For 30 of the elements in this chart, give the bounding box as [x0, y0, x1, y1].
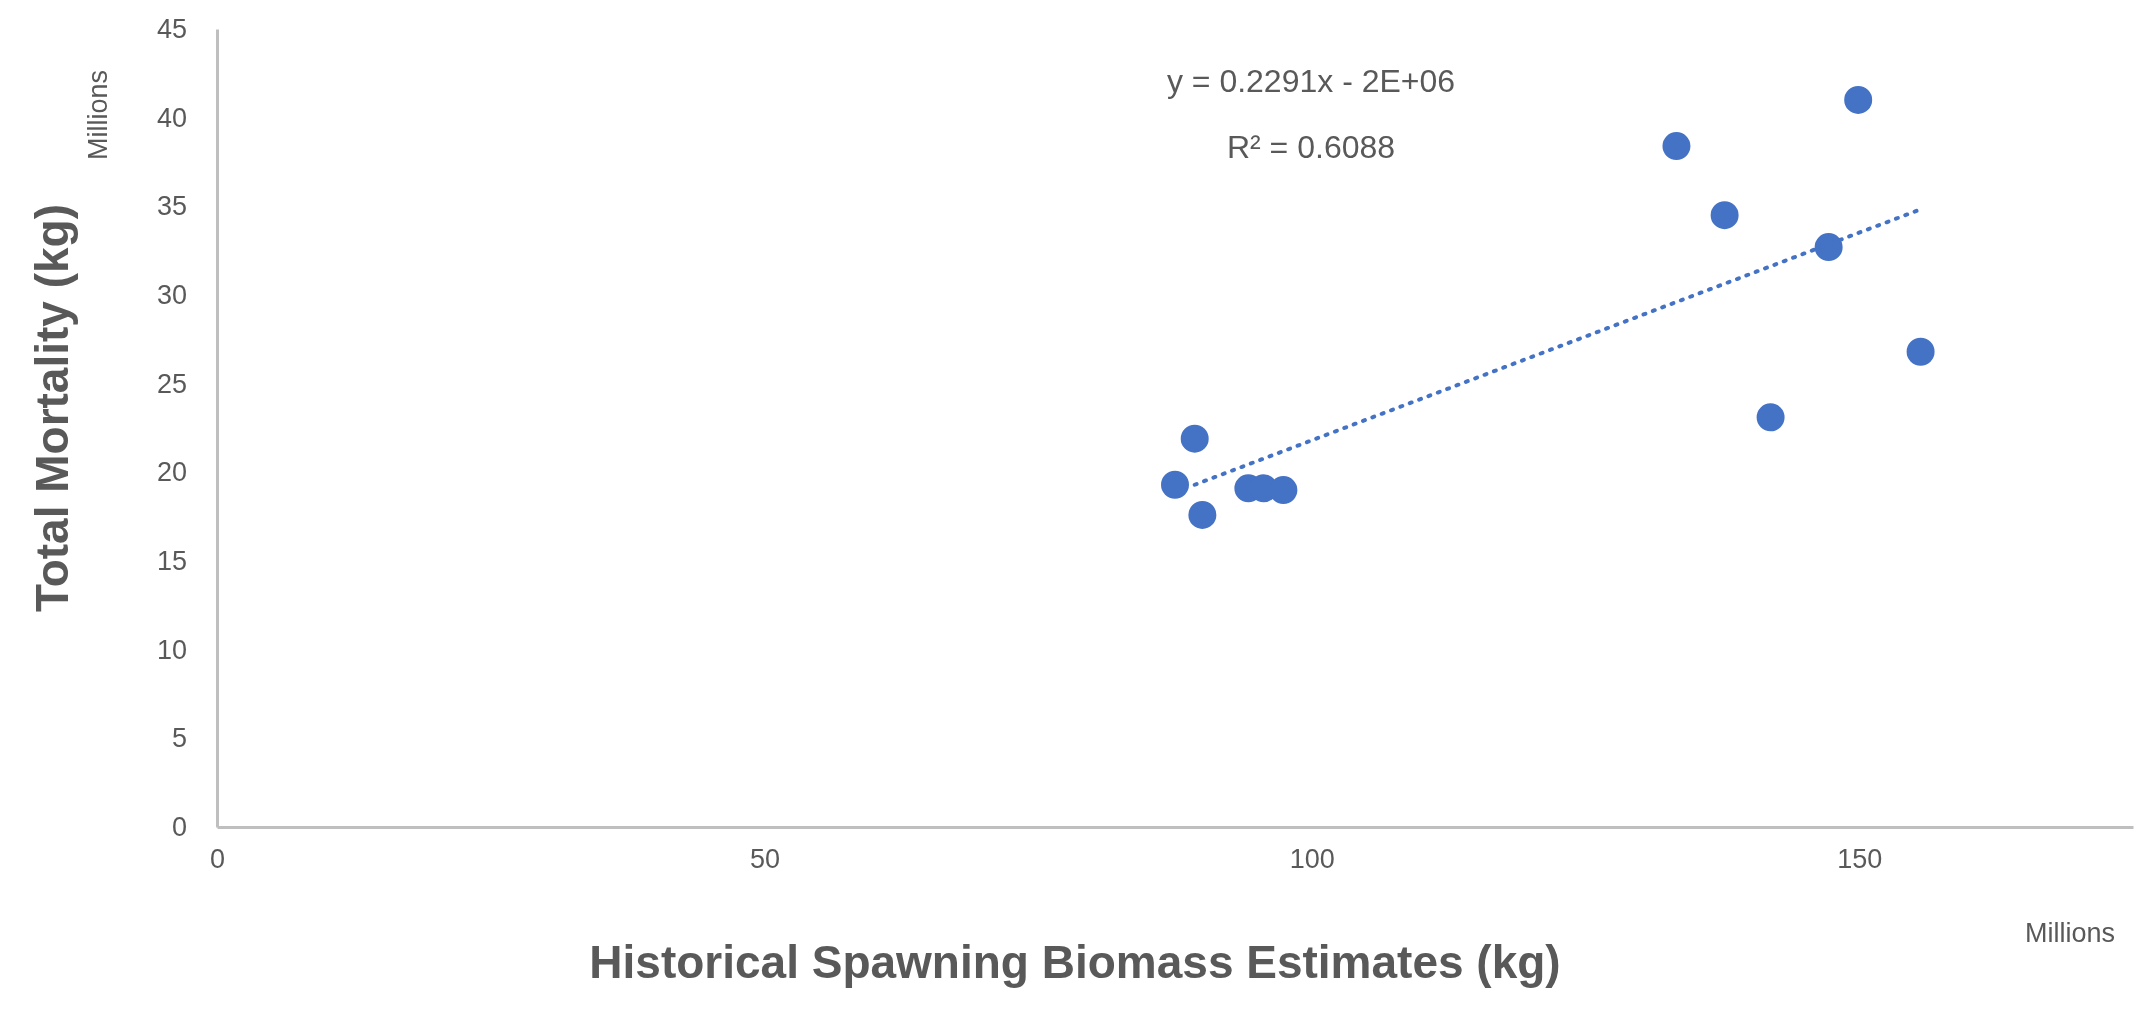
point — [1844, 85, 1873, 114]
y-tick-label: 0 — [171, 812, 187, 843]
y-tick-label: 35 — [156, 191, 187, 222]
x-tick-label: 50 — [749, 844, 780, 875]
point — [1814, 233, 1843, 262]
y-tick-label: 20 — [156, 457, 187, 488]
point — [1906, 337, 1935, 366]
y-tick-label: 5 — [171, 723, 187, 754]
point — [1180, 424, 1209, 453]
annotation: R² = 0.6088 — [1226, 129, 1396, 165]
point — [1710, 201, 1739, 230]
point — [1756, 403, 1785, 432]
y-tick-label: 25 — [156, 368, 187, 399]
point — [1161, 470, 1189, 499]
annotation: y = 0.2291x - 2E+06 — [1166, 63, 1456, 99]
x-axis-title: Historical Spawning Biomass Estimates (kg) — [589, 936, 1561, 988]
text: Millions — [2024, 918, 2116, 948]
x-tick-label: 0 — [209, 844, 226, 875]
x-tick-label: 100 — [1289, 844, 1335, 875]
y-tick-label: 10 — [156, 634, 187, 665]
y-tick-label: 15 — [156, 546, 187, 577]
x-tick-label: 150 — [1837, 844, 1883, 875]
y-tick-label: 30 — [156, 280, 187, 311]
y-axis-title: Total Mortality (kg) — [26, 203, 78, 613]
point — [1269, 476, 1298, 505]
point — [1188, 500, 1217, 529]
point — [1662, 132, 1691, 160]
y-tick-label: 40 — [156, 102, 187, 133]
y-tick-label: 45 — [156, 14, 187, 45]
text: Millions — [83, 69, 113, 161]
